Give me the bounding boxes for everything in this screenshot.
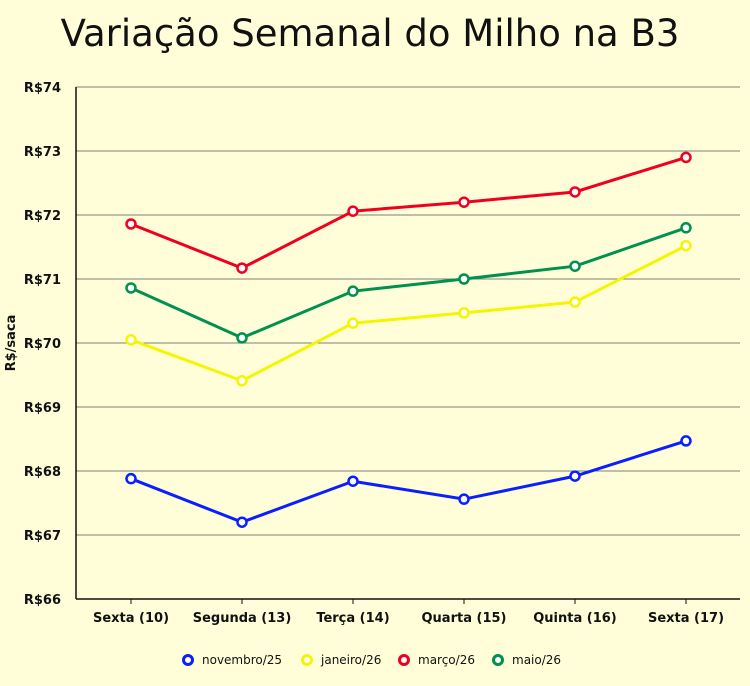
data-point [236, 262, 248, 274]
data-point [347, 475, 359, 487]
legend-marker [492, 654, 504, 666]
data-point [347, 317, 359, 329]
x-tick-label: Sexta (10) [93, 611, 169, 626]
data-point [569, 260, 581, 272]
data-point [236, 375, 248, 387]
legend-marker [301, 654, 313, 666]
y-tick-label: R$71 [24, 273, 61, 288]
x-tick-label: Terça (14) [316, 611, 389, 626]
legend-marker [182, 654, 194, 666]
series-line [130, 244, 687, 383]
y-tick-label: R$67 [24, 529, 61, 544]
legend-marker [398, 654, 410, 666]
y-tick-label: R$72 [24, 209, 61, 224]
y-axis-label: R$/saca [4, 315, 19, 372]
data-point [569, 296, 581, 308]
y-tick-label: R$73 [24, 145, 61, 160]
data-point [125, 282, 137, 294]
series-line [130, 226, 687, 340]
series-line [130, 155, 687, 270]
data-point [680, 222, 692, 234]
x-tick-label: Sexta (17) [648, 611, 724, 626]
data-point [680, 435, 692, 447]
x-tick-label: Quinta (16) [533, 611, 617, 626]
legend-label: maio/26 [512, 653, 561, 667]
series-line [130, 439, 687, 524]
data-point [680, 151, 692, 164]
legend-label: março/26 [418, 653, 475, 667]
data-point [680, 239, 692, 252]
legend-label: novembro/25 [202, 653, 282, 667]
x-tick-label: Quarta (15) [422, 611, 507, 626]
data-point [458, 273, 470, 285]
chart-title: Variação Semanal do Milho na B3 [60, 12, 680, 55]
data-point [125, 334, 137, 346]
data-point [125, 472, 137, 485]
y-tick-label: R$69 [24, 401, 61, 416]
data-point [458, 493, 470, 505]
legend-label: janeiro/26 [320, 653, 381, 667]
data-point [347, 285, 359, 297]
x-tick-label: Segunda (13) [193, 611, 292, 626]
y-tick-label: R$74 [24, 81, 61, 96]
data-point [458, 307, 470, 319]
data-point [458, 196, 470, 208]
data-point [125, 218, 137, 230]
y-tick-label: R$66 [24, 593, 61, 608]
data-point [347, 205, 359, 217]
data-point [569, 186, 581, 198]
y-tick-label: R$68 [24, 465, 61, 480]
y-tick-label: R$70 [24, 337, 61, 352]
data-point [236, 516, 248, 528]
data-point [236, 332, 248, 344]
data-point [569, 470, 581, 482]
